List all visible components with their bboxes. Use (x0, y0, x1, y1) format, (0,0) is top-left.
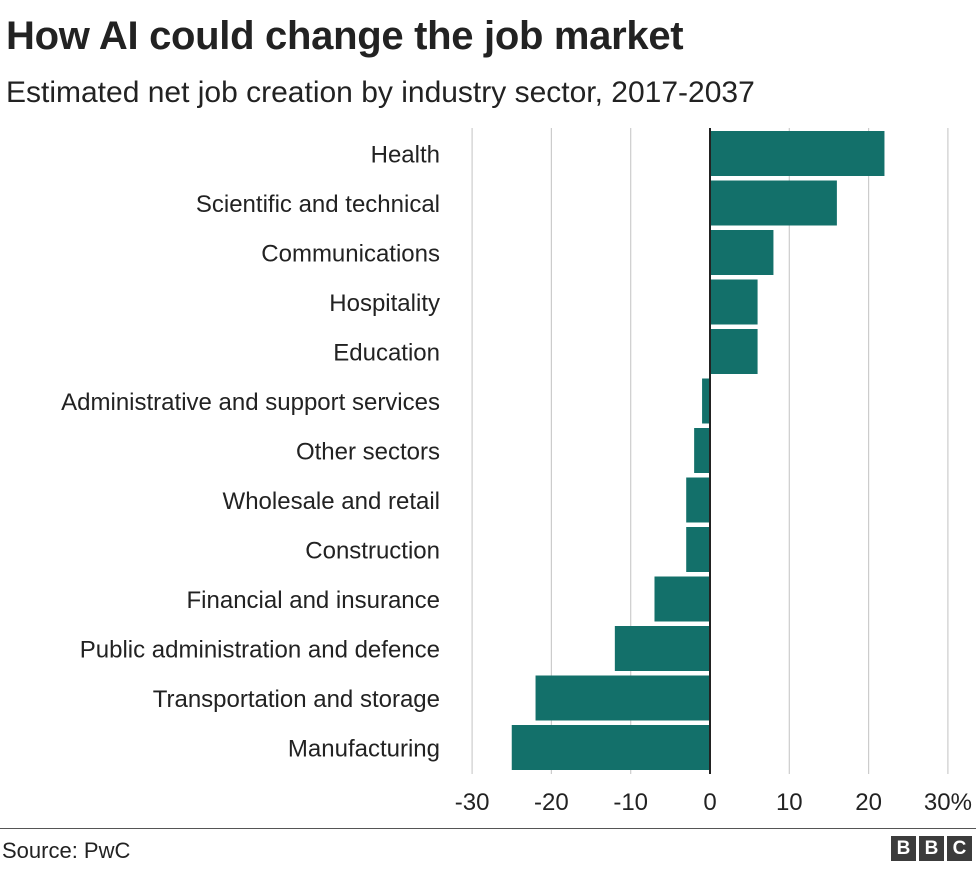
category-label: Scientific and technical (196, 191, 440, 218)
logo-letter-b2: B (919, 836, 944, 861)
category-label: Financial and insurance (187, 587, 441, 614)
category-label: Administrative and support services (61, 389, 440, 416)
category-label: Wholesale and retail (223, 488, 440, 515)
x-tick-label: -30 (455, 789, 490, 816)
category-label: Construction (305, 538, 440, 565)
bar (710, 131, 885, 176)
category-label: Other sectors (296, 439, 440, 466)
bar (686, 527, 710, 572)
bar (614, 626, 710, 671)
bars (511, 128, 885, 774)
source-note: Source: PwC (2, 838, 131, 863)
category-labels: Health Scientific and technical Communicat… (61, 142, 440, 763)
chart-subtitle: Estimated net job creation by industry s… (6, 76, 755, 109)
x-tick-label: 10 (776, 789, 803, 816)
x-tick-label: 20 (855, 789, 882, 816)
category-label: Public administration and defence (80, 637, 440, 664)
bar (710, 180, 837, 226)
bar (511, 725, 710, 770)
x-tick-label: 30% (924, 789, 972, 816)
category-label: Education (333, 340, 440, 367)
bar (710, 230, 774, 275)
x-tick-label: -10 (613, 789, 648, 816)
logo-letter-c: C (947, 836, 972, 861)
bar (702, 378, 710, 424)
bar-chart: Health Scientific and technical Communicat… (61, 128, 972, 816)
category-label: Communications (261, 241, 440, 268)
x-tick-label: 0 (703, 789, 716, 816)
bar (535, 675, 710, 721)
x-tick-label: -20 (534, 789, 569, 816)
bbc-logo: B B C (891, 836, 972, 861)
category-label: Hospitality (329, 290, 440, 317)
bar (686, 477, 710, 523)
category-label: Transportation and storage (153, 686, 440, 713)
logo-letter-b1: B (891, 836, 916, 861)
footer-divider (0, 828, 976, 829)
bar (710, 279, 758, 325)
category-label: Manufacturing (288, 736, 440, 763)
bar (654, 576, 710, 622)
bar (710, 329, 758, 374)
x-axis-ticks: -30 -20 -10 0 10 20 30% (455, 789, 972, 816)
bar (694, 428, 710, 473)
chart-title: How AI could change the job market (6, 14, 684, 58)
category-label: Health (371, 142, 440, 169)
